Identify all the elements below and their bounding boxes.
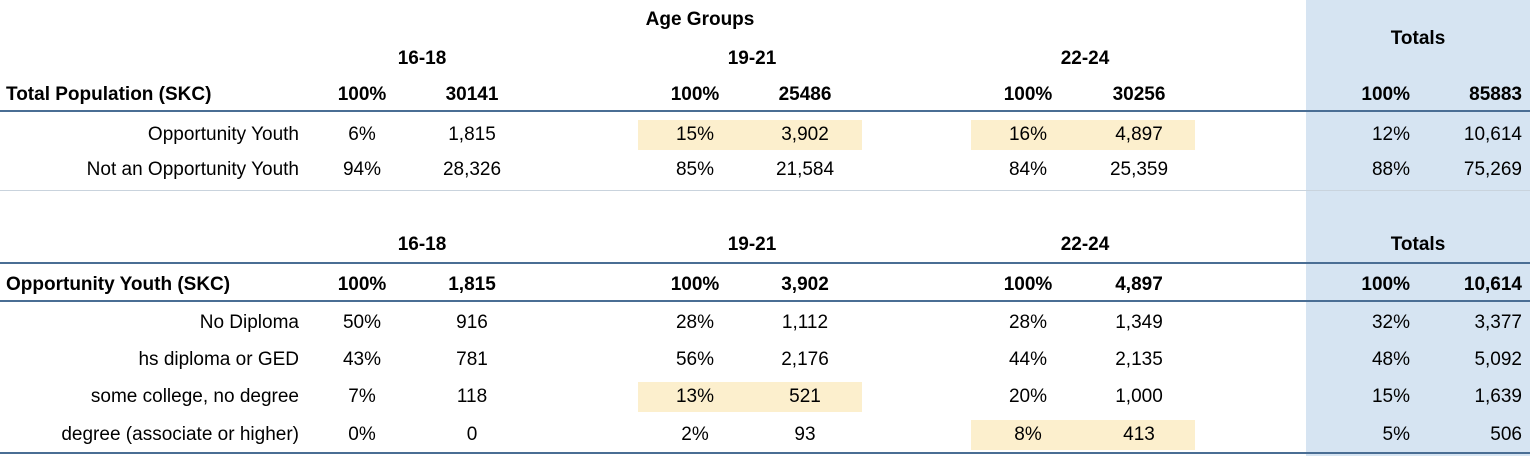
table1-bottom-rule bbox=[0, 190, 1530, 191]
table2-cell: 15% bbox=[1371, 386, 1410, 407]
table2-header-value: 100% bbox=[1003, 274, 1053, 295]
table1-cell: 85% bbox=[675, 159, 715, 180]
table2-cell: 2% bbox=[681, 424, 709, 445]
table2-group-16-18: 16-18 bbox=[397, 234, 447, 255]
table2-cell: 20% bbox=[1008, 386, 1048, 407]
table2-group-22-24: 22-24 bbox=[1060, 234, 1110, 255]
table1-cell: 84% bbox=[1008, 159, 1048, 180]
totals-column-fill bbox=[1306, 0, 1530, 456]
table2-group-19-21: 19-21 bbox=[727, 234, 777, 255]
table1-header-value: 100% bbox=[670, 84, 720, 105]
table1-group-22-24: 22-24 bbox=[1060, 48, 1110, 69]
table2-cell: 1,112 bbox=[781, 312, 829, 333]
table2-row-label: No Diploma bbox=[199, 312, 299, 333]
table2-cell: 1,349 bbox=[1115, 312, 1163, 333]
table2-bottom-rule bbox=[0, 452, 1530, 454]
table2-cell: 521 bbox=[789, 386, 821, 407]
table2-cell: 2,135 bbox=[1115, 349, 1163, 370]
table1-cell: 10,614 bbox=[1463, 124, 1522, 145]
table2-cell: 1,639 bbox=[1474, 386, 1522, 407]
table1-cell: 88% bbox=[1371, 159, 1410, 180]
table2-cell: 118 bbox=[456, 386, 488, 407]
table2-row-label: degree (associate or higher) bbox=[61, 424, 299, 445]
table1-row-label: Opportunity Youth bbox=[147, 124, 299, 145]
table1-cell: 4,897 bbox=[1115, 124, 1163, 145]
table2-header-value: 10,614 bbox=[1463, 274, 1522, 295]
table2-cell: 506 bbox=[1490, 424, 1522, 445]
table1-cell: 12% bbox=[1371, 124, 1410, 145]
table2-header-top-rule bbox=[0, 262, 1530, 264]
table2-header-value: 1,815 bbox=[448, 274, 496, 295]
table2-cell: 0 bbox=[466, 424, 478, 445]
table2-cell: 28% bbox=[675, 312, 715, 333]
table2-cell: 7% bbox=[348, 386, 376, 407]
table2-cell: 8% bbox=[1014, 424, 1042, 445]
table2-cell: 28% bbox=[1008, 312, 1048, 333]
table2-cell: 32% bbox=[1371, 312, 1410, 333]
table2-cell: 43% bbox=[342, 349, 382, 370]
table2-cell: 3,377 bbox=[1474, 312, 1522, 333]
table1-totals-header: Totals bbox=[1390, 28, 1446, 49]
table1-header-value: 30141 bbox=[445, 84, 499, 105]
table2-cell: 48% bbox=[1371, 349, 1410, 370]
table1-cell: 94% bbox=[342, 159, 382, 180]
table2-cell: 44% bbox=[1008, 349, 1048, 370]
table1-header-label: Total Population (SKC) bbox=[6, 84, 212, 105]
table2-cell: 0% bbox=[348, 424, 376, 445]
table2-header-value: 4,897 bbox=[1115, 274, 1163, 295]
table2-cell: 5,092 bbox=[1474, 349, 1522, 370]
table2-cell: 2,176 bbox=[781, 349, 829, 370]
highlight-t2-r3-19-21 bbox=[638, 382, 862, 412]
table1-row-label: Not an Opportunity Youth bbox=[86, 159, 299, 180]
table2-totals-header: Totals bbox=[1390, 234, 1446, 255]
table1-cell: 15% bbox=[675, 124, 715, 145]
table1-cell: 25,359 bbox=[1109, 159, 1169, 180]
table2-cell: 781 bbox=[456, 349, 488, 370]
table2-cell: 5% bbox=[1382, 424, 1410, 445]
table1-cell: 3,902 bbox=[781, 124, 829, 145]
table2-cell: 413 bbox=[1123, 424, 1155, 445]
table2-header-value: 3,902 bbox=[781, 274, 829, 295]
table1-cell: 1,815 bbox=[448, 124, 496, 145]
table2-cell: 56% bbox=[675, 349, 715, 370]
highlight-t2-r4-22-24 bbox=[971, 420, 1195, 450]
table1-header-value: 25486 bbox=[778, 84, 832, 105]
table2-header-value: 100% bbox=[670, 274, 720, 295]
table2-header-underline bbox=[0, 300, 1530, 302]
table1-header-value: 30256 bbox=[1112, 84, 1166, 105]
table1-header-value: 85883 bbox=[1469, 84, 1522, 105]
table2-header-value: 100% bbox=[337, 274, 387, 295]
table2-cell: 916 bbox=[456, 312, 488, 333]
table1-header-value: 100% bbox=[1361, 84, 1410, 105]
table2-cell: 1,000 bbox=[1115, 386, 1163, 407]
table1-cell: 16% bbox=[1008, 124, 1048, 145]
table1-header-value: 100% bbox=[1003, 84, 1053, 105]
table2-cell: 13% bbox=[675, 386, 715, 407]
table2-header-label: Opportunity Youth (SKC) bbox=[6, 274, 231, 295]
table1-cell: 6% bbox=[348, 124, 376, 145]
table1-cell: 75,269 bbox=[1463, 159, 1522, 180]
table1-group-16-18: 16-18 bbox=[397, 48, 447, 69]
table1-header-underline bbox=[0, 110, 1530, 112]
table2-header-value: 100% bbox=[1361, 274, 1410, 295]
age-groups-header: Age Groups bbox=[645, 9, 755, 30]
table2-row-label: some college, no degree bbox=[90, 386, 299, 407]
table1-header-value: 100% bbox=[337, 84, 387, 105]
highlight-t1-r1-19-21 bbox=[638, 120, 862, 150]
table2-row-label: hs diploma or GED bbox=[138, 349, 299, 370]
table2-cell: 50% bbox=[342, 312, 382, 333]
table1-group-19-21: 19-21 bbox=[727, 48, 777, 69]
table1-cell: 28,326 bbox=[442, 159, 502, 180]
table2-cell: 93 bbox=[794, 424, 816, 445]
table1-cell: 21,584 bbox=[775, 159, 835, 180]
highlight-t1-r1-22-24 bbox=[971, 120, 1195, 150]
